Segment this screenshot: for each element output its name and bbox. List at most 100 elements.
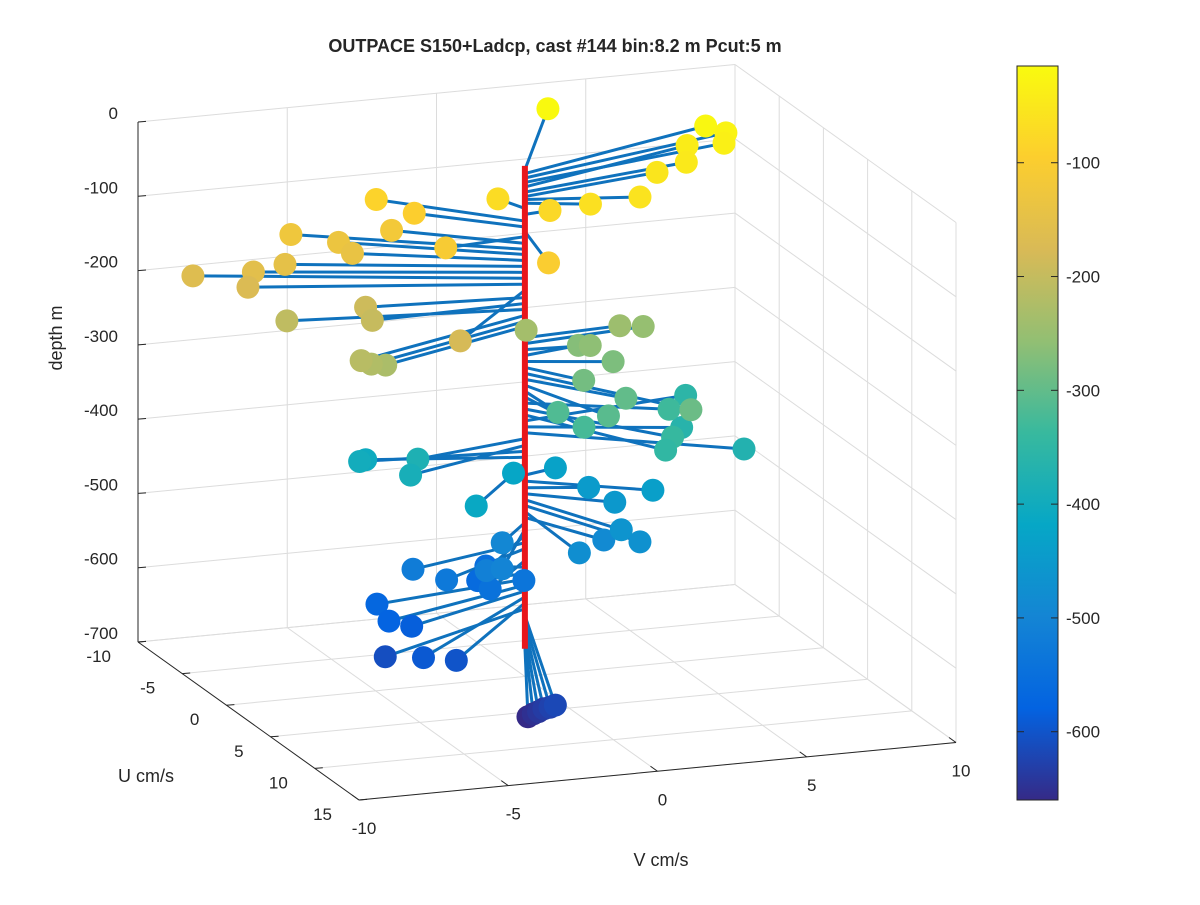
grid-line	[586, 599, 807, 757]
data-point	[537, 251, 560, 274]
data-point	[400, 615, 423, 638]
colorbar-tick-label: -500	[1066, 609, 1100, 628]
data-point	[675, 151, 698, 174]
data-point	[602, 350, 625, 373]
data-point	[628, 530, 651, 553]
data-point	[572, 369, 595, 392]
data-point	[365, 188, 388, 211]
data-point	[573, 416, 596, 439]
x-tick-label: -5	[506, 805, 521, 824]
x-tick-label: 10	[952, 762, 971, 781]
data-point	[538, 199, 561, 222]
data-point	[614, 387, 637, 410]
data-point	[608, 314, 631, 337]
y-tick-label: 0	[190, 710, 199, 729]
data-point	[486, 187, 509, 210]
colorbar-tick-label: -300	[1066, 381, 1100, 400]
colorbar-tick-label: -100	[1066, 154, 1100, 173]
data-point	[732, 437, 755, 460]
data-point	[378, 610, 401, 633]
chart-data-layer	[181, 97, 755, 728]
data-point	[536, 97, 559, 120]
z-tick-label: -500	[84, 475, 118, 494]
data-point	[579, 193, 602, 216]
data-point	[465, 494, 488, 517]
z-tick-mark	[138, 344, 146, 345]
data-point	[694, 115, 717, 138]
data-point	[632, 315, 655, 338]
z-tick-label: 0	[109, 104, 118, 123]
x-axis-label: V cm/s	[633, 850, 688, 870]
data-point	[491, 557, 514, 580]
data-point	[361, 309, 384, 332]
y-tick-label: 5	[234, 742, 243, 761]
x-tick-mark	[501, 781, 508, 786]
y-tick-mark	[271, 736, 279, 737]
data-point	[597, 404, 620, 427]
data-point	[544, 456, 567, 479]
y-tick-mark	[315, 768, 323, 769]
data-point	[348, 450, 371, 473]
vector-line	[366, 457, 525, 459]
grid-line	[735, 287, 956, 445]
data-point	[713, 132, 736, 155]
z-tick-label: -100	[84, 178, 118, 197]
data-point	[236, 276, 259, 299]
vector-line	[248, 284, 525, 287]
data-point	[181, 264, 204, 287]
y-tick-mark	[138, 641, 146, 642]
data-point	[579, 334, 602, 357]
data-point	[350, 349, 373, 372]
z-tick-mark	[138, 121, 146, 122]
z-tick-label: -600	[84, 550, 118, 569]
colorbar-gradient	[1017, 66, 1058, 800]
data-point	[402, 558, 425, 581]
grid-line	[735, 362, 956, 520]
y-tick-label: -5	[140, 679, 155, 698]
grid-line	[271, 679, 868, 737]
marker-group	[181, 97, 755, 728]
x-tick-label: -10	[352, 819, 377, 838]
z-tick-label: -300	[84, 327, 118, 346]
data-point	[341, 242, 364, 265]
data-point	[279, 223, 302, 246]
colorbar-tick-label: -200	[1066, 268, 1100, 287]
grid-line	[735, 64, 956, 222]
vector-line	[525, 494, 615, 503]
z-tick-label: -400	[84, 401, 118, 420]
x-tick-mark	[949, 738, 956, 743]
x-tick-mark	[352, 795, 359, 800]
grid-line	[315, 711, 912, 769]
z-tick-mark	[138, 567, 146, 568]
data-point	[546, 401, 569, 424]
grid-line	[735, 585, 956, 743]
colorbar-tick-label: -600	[1066, 723, 1100, 742]
data-point	[512, 569, 535, 592]
x-tick-mark	[651, 766, 658, 771]
data-point	[502, 462, 525, 485]
x-tick-label: 0	[658, 790, 667, 809]
data-point	[515, 319, 538, 342]
data-point	[577, 476, 600, 499]
y-tick-label: -10	[86, 647, 111, 666]
y-tick-label: 15	[313, 805, 332, 824]
vector-line	[285, 264, 525, 266]
data-point	[491, 531, 514, 554]
chart-grid	[138, 64, 956, 800]
y-tick-mark	[182, 673, 190, 674]
vector-line	[525, 427, 682, 428]
grid-line	[735, 510, 956, 668]
data-point	[628, 186, 651, 209]
y-axis-label: U cm/s	[118, 766, 174, 786]
data-point	[434, 236, 457, 259]
z-tick-label: -200	[84, 253, 118, 272]
data-point	[679, 398, 702, 421]
data-point	[275, 309, 298, 332]
vector-line	[525, 433, 744, 449]
y-tick-label: 10	[269, 773, 288, 792]
data-point	[399, 464, 422, 487]
data-point	[449, 329, 472, 352]
grid-line	[735, 139, 956, 297]
data-point	[380, 219, 403, 242]
data-point	[374, 645, 397, 668]
